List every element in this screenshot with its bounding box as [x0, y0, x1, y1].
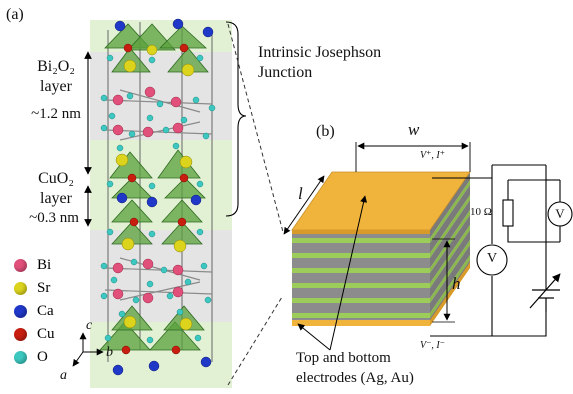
electrodes-label-line1: Top and bottom: [296, 350, 391, 366]
bi2o2-layer-name: Bi₂O₂: [37, 58, 75, 75]
legend-ca: Ca: [14, 301, 54, 321]
axis-a-label: a: [60, 368, 67, 383]
legend-ca-label: Ca: [37, 302, 54, 319]
axes-triad: [72, 332, 104, 367]
top-terminal-label: V⁺, I⁺: [420, 150, 445, 161]
electrode-pointer-top: [329, 195, 368, 351]
bottom-terminal-label: V⁻, I⁻: [420, 340, 445, 351]
measurement-circuit: [430, 164, 561, 337]
voltmeter-main: [476, 244, 508, 276]
o-atom-icon: [14, 350, 27, 364]
legend-o-label: O: [37, 348, 48, 365]
w-dimension-label: w: [408, 120, 420, 139]
voltmeter-small-label: V: [555, 206, 565, 221]
sr-atom-icon: [14, 281, 27, 295]
cu-atom-icon: [14, 327, 27, 341]
legend-o: O: [14, 347, 48, 367]
cuo2-layer-name: CuO₂: [38, 170, 74, 187]
bottom-electrode: [292, 320, 430, 326]
l-dimension-arrow: [283, 175, 325, 235]
ijj-stack-device: [291, 171, 471, 326]
variable-source: [529, 273, 561, 312]
ijj-label-line1: Intrinsic Josephson: [258, 44, 382, 61]
legend-sr: Sr: [14, 278, 50, 298]
legend-bi: Bi: [14, 255, 51, 275]
ijj-brace: [225, 21, 247, 217]
voltmeter-small: [547, 201, 573, 227]
cuo2-layer-word: layer: [40, 190, 72, 207]
axis-b-label: b: [106, 345, 113, 360]
zoom-line-top: [227, 23, 284, 233]
legend-cu-label: Cu: [37, 325, 55, 342]
ca-atom-icon: [14, 304, 27, 318]
legend-cu: Cu: [14, 324, 55, 344]
axis-c-label: c: [86, 318, 93, 333]
panel-b-label: (b): [316, 123, 335, 140]
electrodes-label-line2: electrodes (Ag, Au): [296, 370, 414, 386]
resistor-label: 10 Ω: [470, 206, 492, 218]
zoom-line-bottom: [227, 296, 283, 386]
electrode-pointer-bottom: [297, 323, 331, 351]
bi-atom-icon: [14, 258, 27, 272]
l-dimension-label: l: [298, 184, 303, 203]
legend-bi-label: Bi: [37, 256, 52, 273]
h-dimension-label: h: [452, 274, 461, 293]
resistor: [502, 199, 514, 227]
cuo2-thickness: ~0.3 nm: [29, 210, 79, 226]
legend-sr-label: Sr: [37, 279, 51, 296]
bi2o2-thickness: ~1.2 nm: [31, 106, 81, 122]
panel-a-label: (a): [6, 6, 24, 23]
ijj-label-line2: Junction: [258, 64, 313, 81]
bi2o2-layer-word: layer: [40, 78, 72, 95]
crystal-structure: [90, 18, 232, 388]
voltmeter-main-label: V: [486, 251, 498, 266]
